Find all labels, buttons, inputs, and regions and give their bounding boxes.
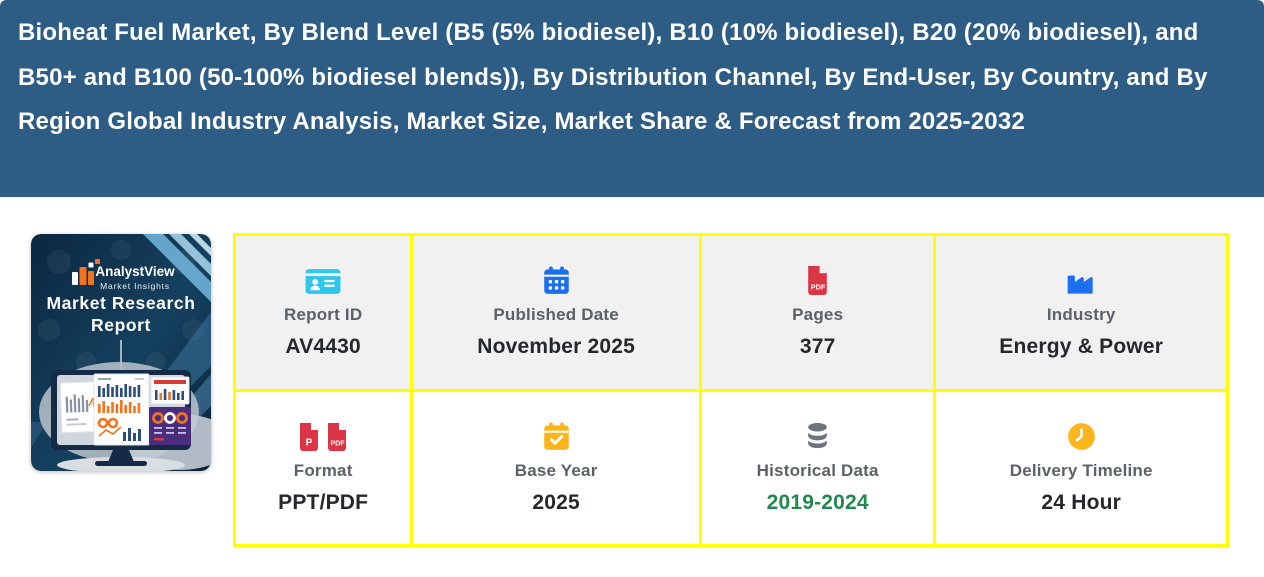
card-value: AV4430 — [285, 335, 361, 359]
card-value: 377 — [799, 335, 836, 359]
card-label: Delivery Timeline — [1009, 460, 1153, 480]
page-title: Bioheat Fuel Market, By Blend Level (B5 … — [18, 19, 1208, 135]
svg-text:P: P — [306, 437, 313, 448]
card-label: Historical Data — [756, 460, 879, 480]
monitor-illustration — [51, 370, 191, 466]
ppt-pdf-files-icon: P PDF — [298, 421, 348, 451]
info-card-report-id: Report ID AV4430 — [236, 236, 411, 389]
analystview-logo: AnalystView Market Insights — [72, 259, 175, 291]
card-value: PPT/PDF — [278, 490, 369, 514]
svg-text:PDF: PDF — [811, 283, 826, 292]
cover-title-line2: Report — [91, 315, 151, 335]
report-info-grid: Report ID AV4430 Published Date November… — [233, 233, 1229, 547]
info-card-format: P PDF Format PPT/PDF — [236, 391, 411, 544]
pdf-file-icon: PDF — [806, 265, 829, 296]
svg-text:PDF: PDF — [331, 440, 346, 447]
card-label: Pages — [792, 305, 844, 325]
factory-icon — [1066, 265, 1097, 295]
info-card-industry: Industry Energy & Power — [936, 236, 1226, 389]
brand-tagline: Market Insights — [100, 281, 170, 291]
info-card-base-year: Base Year 2025 — [413, 391, 699, 544]
id-card-icon — [305, 265, 341, 295]
card-label: Base Year — [514, 460, 598, 480]
report-cover-thumbnail: AnalystView Market Insights Market Resea… — [31, 234, 211, 471]
info-card-historical-data: Historical Data 2019-2024 — [701, 391, 934, 544]
card-label: Published Date — [493, 305, 619, 325]
card-value: 2019-2024 — [766, 490, 869, 514]
card-label: Report ID — [284, 305, 363, 325]
report-title-banner: Bioheat Fuel Market, By Blend Level (B5 … — [0, 0, 1264, 197]
calendar-check-icon — [543, 421, 570, 451]
card-label: Industry — [1046, 305, 1116, 325]
clock-icon — [1067, 421, 1096, 451]
info-card-delivery-timeline: Delivery Timeline 24 Hour — [936, 391, 1226, 544]
card-value: 2025 — [532, 490, 580, 514]
calendar-icon — [543, 265, 570, 295]
brand-name: AnalystView — [95, 264, 175, 279]
info-card-pages: PDF Pages 377 — [701, 236, 934, 389]
cover-title-line1: Market Research — [46, 293, 195, 313]
card-value: Energy & Power — [999, 335, 1164, 359]
info-card-published-date: Published Date November 2025 — [413, 236, 699, 389]
report-cover-illustration: AnalystView Market Insights Market Resea… — [31, 234, 211, 471]
card-value: 24 Hour — [1041, 490, 1121, 514]
card-value: November 2025 — [477, 335, 636, 359]
card-label: Format — [293, 460, 353, 480]
database-icon — [805, 421, 830, 451]
